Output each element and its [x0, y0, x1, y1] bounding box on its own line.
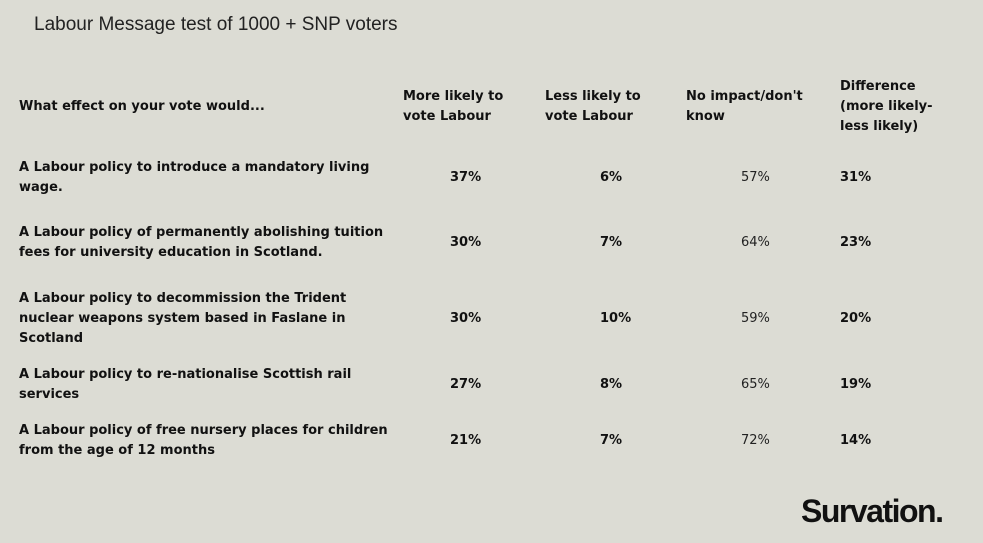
results-table: What effect on your vote would... More l… — [14, 64, 965, 470]
column-header-more-likely: More likely to vote Labour — [403, 89, 504, 124]
cell-no-impact: 57% — [741, 169, 770, 185]
cell-less-likely: 6% — [600, 169, 623, 185]
cell-more-likely: 37% — [450, 169, 482, 185]
column-header-difference: Difference (more likely-less likely) — [840, 79, 933, 134]
chart-title: Labour Message test of 1000 + SNP voters — [34, 14, 398, 35]
cell-no-impact: 64% — [741, 235, 770, 250]
row-question: A Labour policy to decommission the Trid… — [19, 291, 347, 346]
cell-more-likely: 30% — [450, 311, 482, 326]
table-row: A Labour policy to re-nationalise Scotti… — [14, 357, 965, 412]
cell-less-likely: 7% — [600, 433, 623, 448]
header-row: What effect on your vote would... More l… — [14, 64, 965, 150]
cell-difference: 20% — [840, 311, 872, 326]
cell-less-likely: 8% — [600, 376, 623, 392]
cell-difference: 23% — [840, 235, 872, 250]
column-header-less-likely: Less likely to vote Labour — [545, 89, 641, 124]
cell-more-likely: 21% — [450, 433, 482, 448]
cell-no-impact: 72% — [741, 433, 770, 448]
row-question: A Labour policy to introduce a mandatory… — [19, 159, 370, 195]
cell-less-likely: 10% — [600, 311, 632, 326]
column-header-no-impact: No impact/don't know — [686, 89, 803, 124]
cell-more-likely: 27% — [450, 376, 482, 392]
cell-more-likely: 30% — [450, 235, 482, 250]
row-question: A Labour policy of permanently abolishin… — [19, 225, 384, 260]
cell-no-impact: 65% — [741, 376, 770, 392]
table-row: A Labour policy of free nursery places f… — [14, 412, 965, 470]
table-row: A Labour policy to introduce a mandatory… — [14, 150, 965, 205]
cell-difference: 14% — [840, 433, 872, 448]
row-question: A Labour policy to re-nationalise Scotti… — [19, 366, 352, 402]
cell-no-impact: 59% — [741, 311, 770, 326]
cell-difference: 31% — [840, 169, 872, 185]
cell-less-likely: 7% — [600, 235, 623, 250]
row-question: A Labour policy of free nursery places f… — [19, 423, 388, 458]
table-row: A Labour policy of permanently abolishin… — [14, 205, 965, 281]
table-row: A Labour policy to decommission the Trid… — [14, 281, 965, 357]
cell-difference: 19% — [840, 376, 872, 392]
survation-logo: Survation. — [801, 493, 944, 529]
column-header-question: What effect on your vote would... — [19, 99, 265, 114]
